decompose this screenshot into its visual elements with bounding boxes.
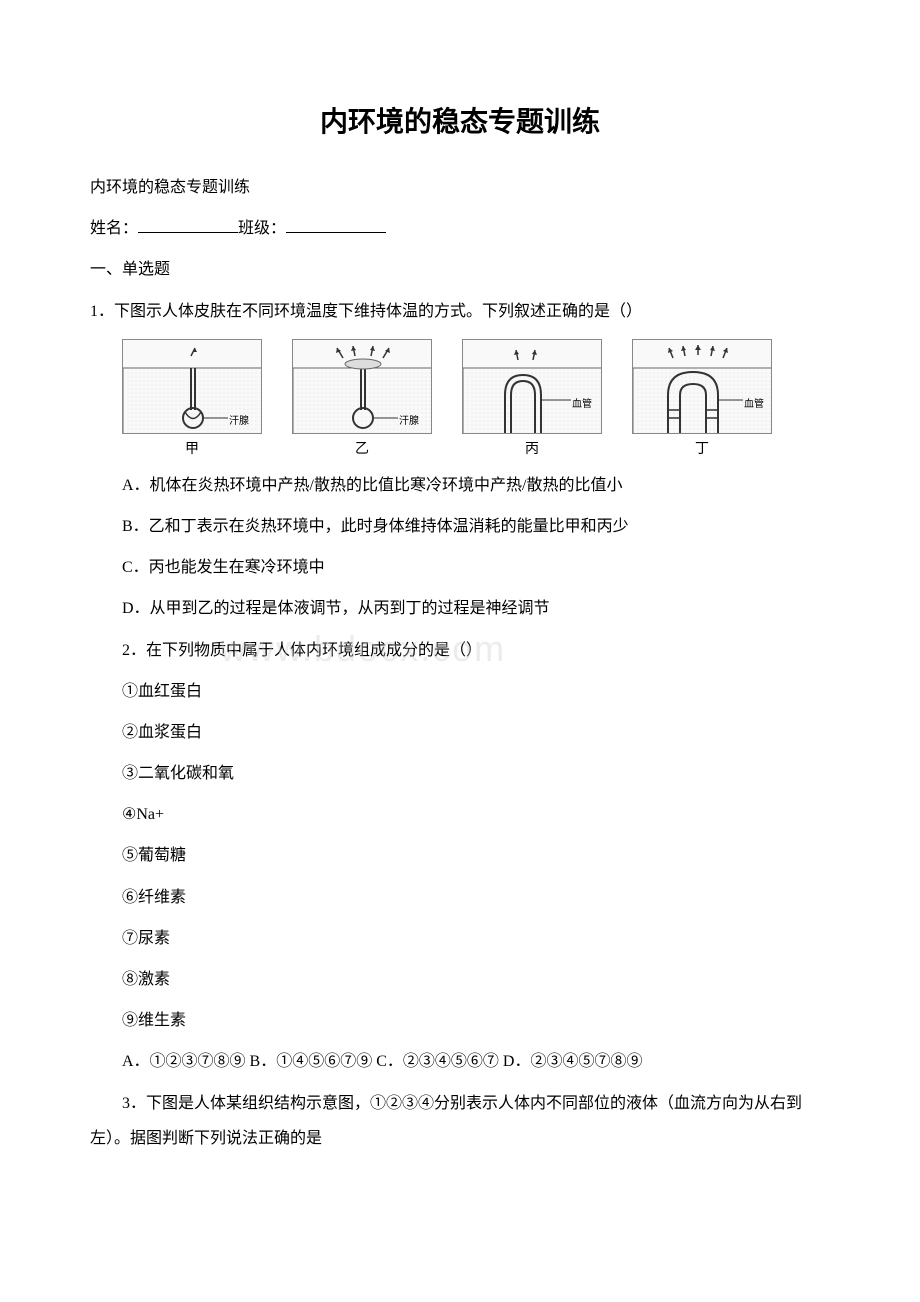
figure-ding-box: 血管: [632, 339, 772, 434]
figure-ding-caption: 丁: [695, 438, 709, 458]
figure-ding: 血管 丁: [632, 339, 772, 458]
q1-option-a: A．机体在炎热环境中产热/散热的比值比寒冷环境中产热/散热的比值小: [90, 468, 830, 503]
figure-bing-box: 血管: [462, 339, 602, 434]
q2-item-1: ①血红蛋白: [90, 674, 830, 709]
figure-jia-box: 汗腺: [122, 339, 262, 434]
q2-item-4: ④Na+: [90, 797, 830, 832]
q2-options: A．①②③⑦⑧⑨ B．①④⑤⑥⑦⑨ C．②③④⑤⑥⑦ D．②③④⑤⑦⑧⑨: [90, 1044, 830, 1079]
name-blank: [138, 217, 238, 233]
q2-item-9: ⑨维生素: [90, 1003, 830, 1038]
figure-yi-label: 汗腺: [399, 412, 419, 427]
class-label: 班级：: [238, 220, 286, 237]
figure-jia-caption: 甲: [185, 438, 199, 458]
q2-item-6: ⑥纤维素: [90, 880, 830, 915]
q2-item-3: ③二氧化碳和氧: [90, 756, 830, 791]
q2-item-5: ⑤葡萄糖: [90, 838, 830, 873]
name-label: 姓名：: [90, 220, 138, 237]
section-heading: 一、单选题: [90, 252, 830, 287]
class-blank: [286, 217, 386, 233]
q1-option-d: D．从甲到乙的过程是体液调节，从丙到丁的过程是神经调节: [90, 591, 830, 626]
page-title: 内环境的稳态专题训练: [90, 100, 830, 140]
q2-item-8: ⑧激素: [90, 962, 830, 997]
q2-item-7: ⑦尿素: [90, 921, 830, 956]
figure-jia-label: 汗腺: [229, 412, 249, 427]
figure-bing-label: 血管: [572, 395, 592, 410]
q1-figures: 汗腺 甲 汗腺 乙: [122, 339, 830, 458]
q3-stem: 3．下图是人体某组织结构示意图，①②③④分别表示人体内不同部位的液体（血流方向为…: [90, 1086, 830, 1156]
figure-bing: 血管 丙: [462, 339, 602, 458]
figure-jia: 汗腺 甲: [122, 339, 262, 458]
figure-yi: 汗腺 乙: [292, 339, 432, 458]
q1-option-b: B．乙和丁表示在炎热环境中，此时身体维持体温消耗的能量比甲和丙少: [90, 509, 830, 544]
q2-stem: 2．在下列物质中属于人体内环境组成成分的是（）: [90, 633, 830, 668]
form-line: 姓名： 班级：: [90, 211, 830, 246]
figure-bing-caption: 丙: [525, 438, 539, 458]
q2-item-2: ②血浆蛋白: [90, 715, 830, 750]
q1-stem: 1．下图示人体皮肤在不同环境温度下维持体温的方式。下列叙述正确的是（）: [90, 294, 830, 329]
figure-yi-caption: 乙: [355, 438, 369, 458]
subtitle: 内环境的稳态专题训练: [90, 170, 830, 205]
q1-option-c: C．丙也能发生在寒冷环境中: [90, 550, 830, 585]
figure-yi-box: 汗腺: [292, 339, 432, 434]
figure-ding-label: 血管: [744, 395, 764, 410]
